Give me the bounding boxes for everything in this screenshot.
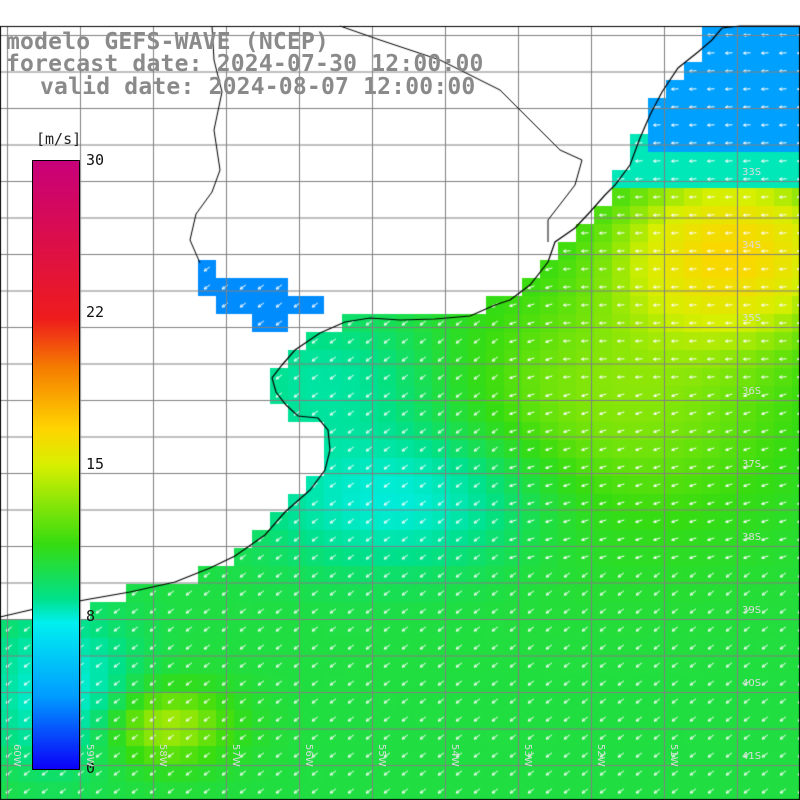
lat-label: 40S: [742, 678, 762, 689]
lat-label: 36S: [742, 386, 762, 397]
lon-label: 54W: [449, 744, 460, 767]
lon-label: 52W: [595, 744, 606, 767]
valid-date: valid date: 2024-08-07 12:00:00: [40, 74, 476, 100]
lat-label: 33S: [742, 167, 762, 178]
lon-label: 56W: [303, 744, 314, 767]
colorbar: [32, 160, 80, 770]
lat-label: 37S: [742, 459, 762, 470]
lat-label: 34S: [742, 240, 762, 251]
lon-label: 53W: [522, 744, 533, 767]
colorbar-tick: 22: [86, 303, 105, 321]
lon-label: 57W: [230, 744, 241, 767]
lat-label: 38S: [742, 532, 762, 543]
lon-label: 55W: [376, 744, 387, 767]
colorbar-tick: 15: [86, 455, 105, 473]
lon-label: 59W: [84, 744, 95, 767]
colorbar-tick: 30: [86, 151, 105, 169]
forecast-date: forecast date: 2024-07-30 12:00:00: [6, 51, 484, 77]
lat-label: 39S: [742, 605, 762, 616]
lat-label: 35S: [742, 313, 762, 324]
colorbar-tick: 8: [86, 607, 96, 625]
colorbar-tick: 0: [86, 759, 96, 777]
lat-label: 41S: [742, 751, 762, 762]
model-title: modelo GEFS-WAVE (NCEP): [6, 29, 330, 55]
lon-label: 60W: [11, 744, 22, 767]
lon-label: 51W: [668, 744, 679, 767]
lon-label: 58W: [157, 744, 168, 767]
colorbar-units: [m/s]: [36, 130, 82, 148]
